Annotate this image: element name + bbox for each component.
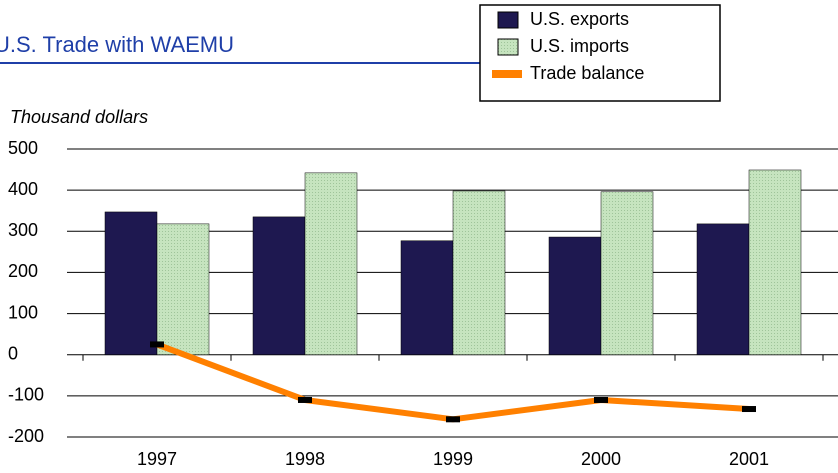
bar [400,240,454,355]
bar [452,190,506,355]
legend-label: U.S. imports [530,36,629,56]
line [155,341,750,423]
bar [304,172,358,355]
y-tick-label: 300 [8,220,38,240]
bar [600,191,654,355]
y-tick-label: 400 [8,179,38,199]
y-axis-label: Thousand dollars [10,107,148,127]
legend-swatch [497,38,519,56]
y-tick-label: 100 [8,302,38,322]
point-marker [150,341,164,348]
x-tick-label: 2000 [581,449,621,469]
point-marker [298,396,312,403]
point-marker [742,406,756,413]
legend-swatch [492,70,522,78]
bar [748,169,802,355]
bar [696,223,750,355]
x-tick-label: 1999 [433,449,473,469]
y-tick-label: 0 [8,343,18,363]
y-tick-label: -100 [8,385,44,405]
x-tick-label: 1997 [137,449,177,469]
y-tick-label: 500 [8,138,38,158]
x-tick-label: 2001 [729,449,769,469]
y-tick-label: 200 [8,261,38,281]
legend-label: U.S. exports [530,9,629,29]
legend-swatch [497,11,519,29]
legend [479,4,721,102]
y-tick-label: -200 [8,426,44,446]
point-marker [446,416,460,423]
bar [156,223,210,355]
bar [548,236,602,355]
bar [104,211,158,355]
legend-label: Trade balance [530,63,644,83]
point-marker [594,396,608,403]
x-tick-label: 1998 [285,449,325,469]
bar [252,216,306,355]
chart-title: U.S. Trade with WAEMU [0,32,234,57]
